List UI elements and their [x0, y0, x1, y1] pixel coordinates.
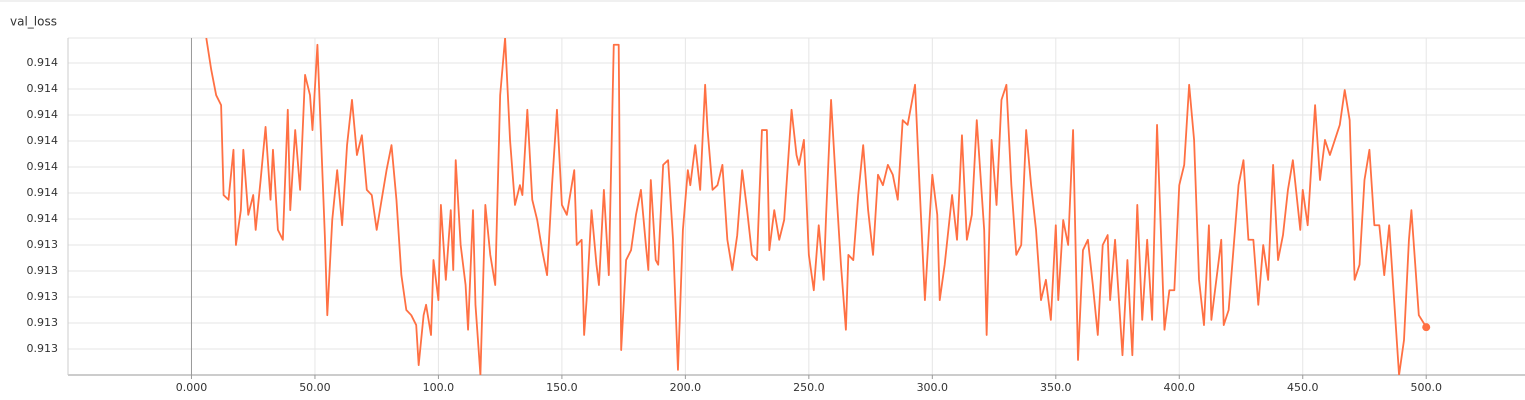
x-tick-label: 500.0 — [1410, 381, 1442, 394]
y-tick-label: 0.914 — [27, 82, 59, 95]
y-tick-label: 0.913 — [27, 290, 59, 303]
y-tick-label: 0.913 — [27, 316, 59, 329]
x-tick-label: 50.00 — [299, 381, 331, 394]
y-tick-label: 0.913 — [27, 264, 59, 277]
x-tick-label: 450.0 — [1287, 381, 1319, 394]
x-tick-label: 300.0 — [917, 381, 949, 394]
x-tick-label: 200.0 — [670, 381, 702, 394]
y-tick-label: 0.914 — [27, 134, 59, 147]
x-tick-label: 100.0 — [423, 381, 455, 394]
x-tick-label: 150.0 — [546, 381, 578, 394]
x-tick-label: 0.000 — [176, 381, 208, 394]
chart-title: val_loss — [10, 15, 57, 29]
y-tick-label: 0.914 — [27, 212, 59, 225]
x-tick-label: 400.0 — [1164, 381, 1196, 394]
last-point — [1422, 323, 1431, 332]
series-line — [205, 38, 1427, 375]
x-tick-label: 250.0 — [793, 381, 825, 394]
y-tick-label: 0.913 — [27, 238, 59, 251]
y-tick-label: 0.914 — [27, 186, 59, 199]
y-tick-label: 0.914 — [27, 108, 59, 121]
x-tick-label: 350.0 — [1040, 381, 1072, 394]
y-tick-label: 0.914 — [27, 160, 59, 173]
y-tick-label: 0.913 — [27, 342, 59, 355]
y-tick-label: 0.914 — [27, 56, 59, 69]
